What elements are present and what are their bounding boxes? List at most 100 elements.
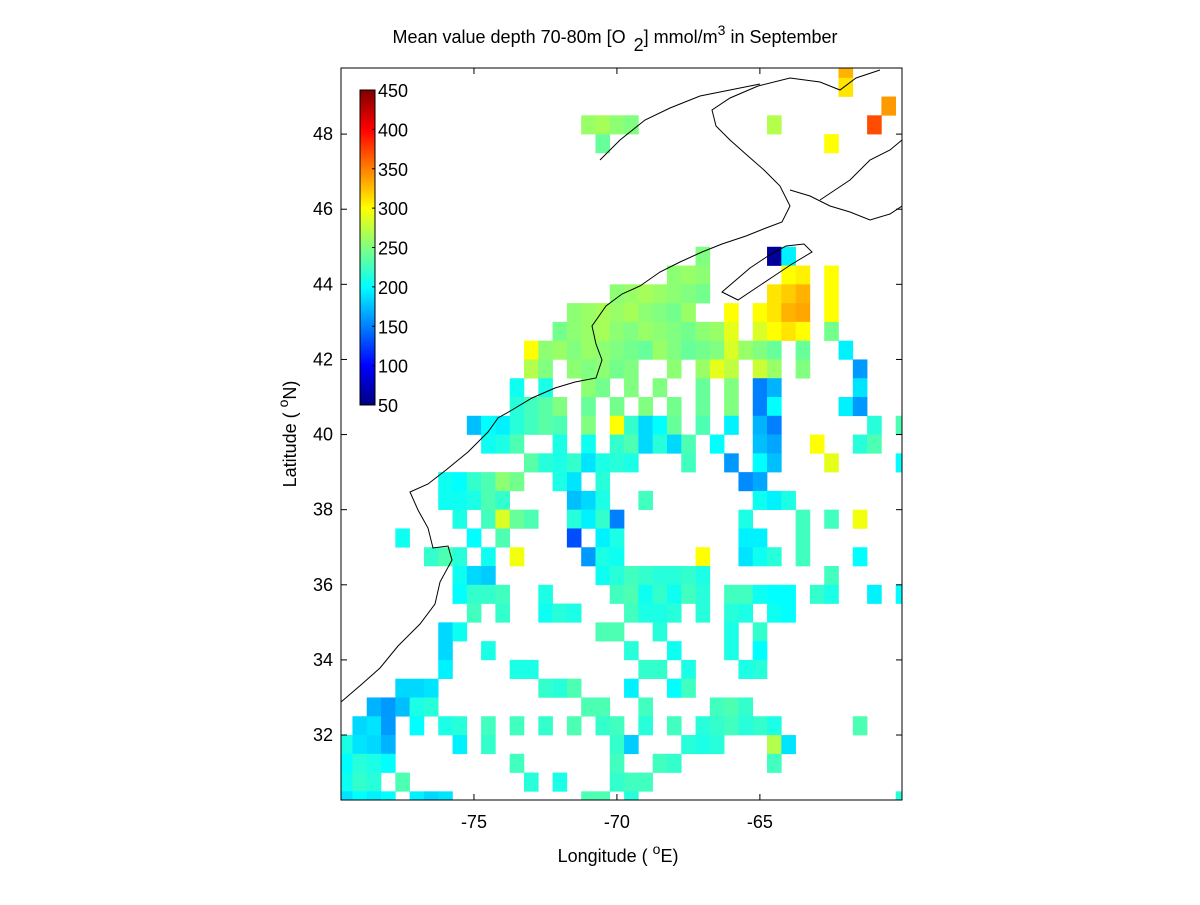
cell [438,641,453,661]
cell [423,697,439,717]
cell [724,641,739,661]
cell [566,509,582,529]
cell [466,472,482,492]
cell [595,697,611,717]
cell [709,321,725,341]
cell [824,134,839,154]
cell [624,678,639,698]
cell [581,490,596,510]
cell [566,678,582,698]
cell [581,340,596,360]
cell [509,434,525,454]
cell [609,735,625,755]
cell [481,490,496,510]
cell [824,303,839,323]
cell [595,528,611,548]
cell [481,584,496,604]
cell [638,303,653,323]
cell [624,359,639,379]
cell [523,415,539,435]
cell [495,434,511,454]
cell [752,303,768,323]
cell [466,415,482,435]
colorbar-tick-label: 350 [378,160,408,180]
cell [509,509,525,529]
cell [681,303,696,323]
cell [652,659,668,679]
cell [724,716,739,736]
cell [881,96,897,116]
cell [438,547,453,567]
cell [738,659,754,679]
cell [652,303,668,323]
cell [767,115,782,135]
cell [538,603,553,623]
title-sub: 2 [634,35,644,55]
cell [752,378,768,398]
cell [681,566,696,586]
cell [624,284,639,304]
cell [395,678,410,698]
cell [495,509,511,529]
cell [852,547,868,567]
cell [595,359,611,379]
cell [523,340,539,360]
cell [395,772,410,792]
cell [552,321,568,341]
cell [838,340,854,360]
cell [638,659,653,679]
cell [352,753,368,773]
cell [624,453,639,473]
cell [566,321,582,341]
cell [781,265,796,285]
cell [509,716,525,736]
cell [709,697,725,717]
cell [824,584,839,604]
cell [752,547,768,567]
cell [452,622,468,642]
title-sup: 3 [718,22,726,38]
cell [638,284,653,304]
cell [538,584,553,604]
cell [867,115,882,135]
cell [781,303,796,323]
cell [566,472,582,492]
cell [638,340,653,360]
cell [638,716,653,736]
cell [681,453,696,473]
colorbar-tick-label: 150 [378,317,408,337]
cell [509,753,525,773]
cell [738,547,754,567]
cell [538,378,553,398]
cell [595,378,611,398]
cell [595,791,611,800]
cell [624,791,639,800]
cell [752,622,768,642]
cell [867,434,882,454]
cell [767,378,782,398]
cell [552,678,568,698]
cell [341,791,353,800]
y-tick-label: 32 [313,725,333,745]
cell [609,397,625,417]
cell [695,359,711,379]
cell [609,303,625,323]
cell [409,697,425,717]
cell [767,453,782,473]
cell [681,584,696,604]
cell [509,415,525,435]
cell [624,378,639,398]
cell [752,528,768,548]
plot-frame [340,67,903,801]
cell [595,472,611,492]
cell [523,397,539,417]
cell [638,415,653,435]
y-label-text: N) [280,381,300,400]
cell [638,697,653,717]
cell [795,265,811,285]
cell [552,603,568,623]
cell [752,359,768,379]
cell [695,321,711,341]
cell [638,584,653,604]
cell [752,472,768,492]
